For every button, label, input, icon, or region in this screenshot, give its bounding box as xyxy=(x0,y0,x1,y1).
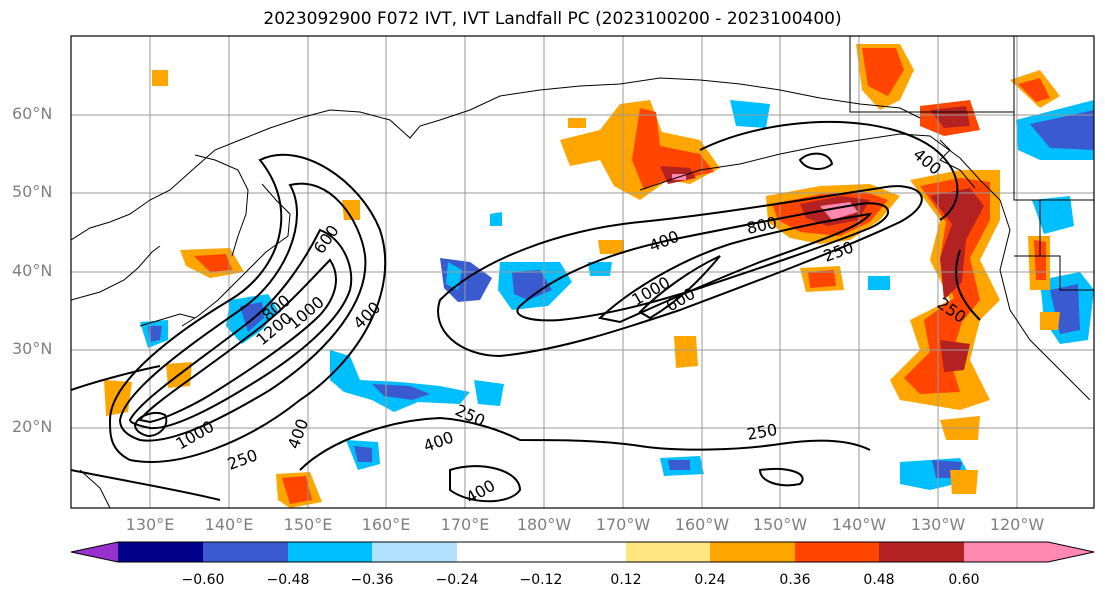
pos-patch xyxy=(1034,240,1046,280)
contour-label: 600 xyxy=(310,221,343,257)
pos-patch xyxy=(862,48,904,96)
colorbar-tick-label: −0.36 xyxy=(350,572,394,588)
contour-label: 400 xyxy=(646,227,681,256)
contour-label: 400 xyxy=(421,427,456,455)
pc-shading xyxy=(104,44,1094,508)
pos-patch xyxy=(152,70,168,86)
colorbar-tick-label: 0.48 xyxy=(863,572,895,588)
pos-patch xyxy=(808,270,836,288)
pos-patch xyxy=(1018,78,1050,102)
lon-label: 150°E xyxy=(283,515,333,534)
colorbar-tick-label: −0.60 xyxy=(181,572,225,588)
pos-patch xyxy=(104,380,132,416)
pos-patch xyxy=(674,336,698,368)
pos-patch xyxy=(194,254,232,272)
pos-patch xyxy=(1040,312,1060,330)
neg-patch xyxy=(512,270,552,300)
contour-label: 250 xyxy=(745,420,778,444)
lon-label: 150°W xyxy=(752,515,808,534)
contour-label: 400 xyxy=(463,476,499,508)
map-title: 2023092900 F072 IVT, IVT Landfall PC (20… xyxy=(263,9,842,29)
lon-label: 180°W xyxy=(516,515,572,534)
ivt-contours xyxy=(71,120,981,503)
lon-label: 170°W xyxy=(595,515,651,534)
pos-patch xyxy=(342,200,360,220)
gridlines xyxy=(71,36,1094,508)
borders xyxy=(849,36,1094,291)
neg-patch xyxy=(668,460,690,470)
lon-label: 160°E xyxy=(361,515,411,534)
colorbar-tick-label: 0.24 xyxy=(694,572,726,588)
neg-patch xyxy=(446,262,462,290)
lon-label: 160°W xyxy=(674,515,730,534)
contour-label: 400 xyxy=(909,145,945,179)
lon-label: 170°E xyxy=(440,515,490,534)
neg-patch xyxy=(330,350,470,412)
colorbar-tick-label: 0.36 xyxy=(779,572,811,588)
neg-patch xyxy=(868,276,890,290)
neg-patch xyxy=(148,326,162,342)
neg-patch xyxy=(490,212,502,226)
pos-patch xyxy=(950,470,978,494)
lat-label: 60°N xyxy=(12,104,53,123)
colorbar-tick-label: −0.12 xyxy=(519,572,563,588)
lon-label: 140°E xyxy=(204,515,254,534)
pos-patch xyxy=(940,340,970,372)
lat-label: 30°N xyxy=(12,339,53,358)
neg-patch xyxy=(730,100,770,128)
neg-patch xyxy=(474,380,504,406)
colorbar-tick-label: −0.48 xyxy=(266,572,310,588)
pos-patch xyxy=(282,476,312,504)
lon-label: 120°W xyxy=(989,515,1045,534)
contour-label: 250 xyxy=(225,445,260,473)
pos-patch xyxy=(598,240,624,254)
lat-label: 40°N xyxy=(12,261,53,280)
lat-label: 20°N xyxy=(12,417,53,436)
colorbar-tick-label: 0.12 xyxy=(610,572,642,588)
contour-label: 800 xyxy=(745,213,779,238)
neg-patch xyxy=(1032,196,1074,234)
lon-label: 140°W xyxy=(831,515,887,534)
map-frame xyxy=(70,35,1095,509)
lon-label: 130°W xyxy=(910,515,966,534)
lat-label: 50°N xyxy=(12,182,53,201)
neg-patch xyxy=(354,446,372,462)
pos-patch xyxy=(568,118,586,128)
coastlines xyxy=(71,77,1091,508)
lon-label: 130°E xyxy=(125,515,175,534)
pos-patch xyxy=(632,108,714,190)
colorbar-tick-label: −0.24 xyxy=(435,572,479,588)
neg-patch xyxy=(1030,110,1094,150)
colorbar-tick-label: 0.60 xyxy=(948,572,980,588)
